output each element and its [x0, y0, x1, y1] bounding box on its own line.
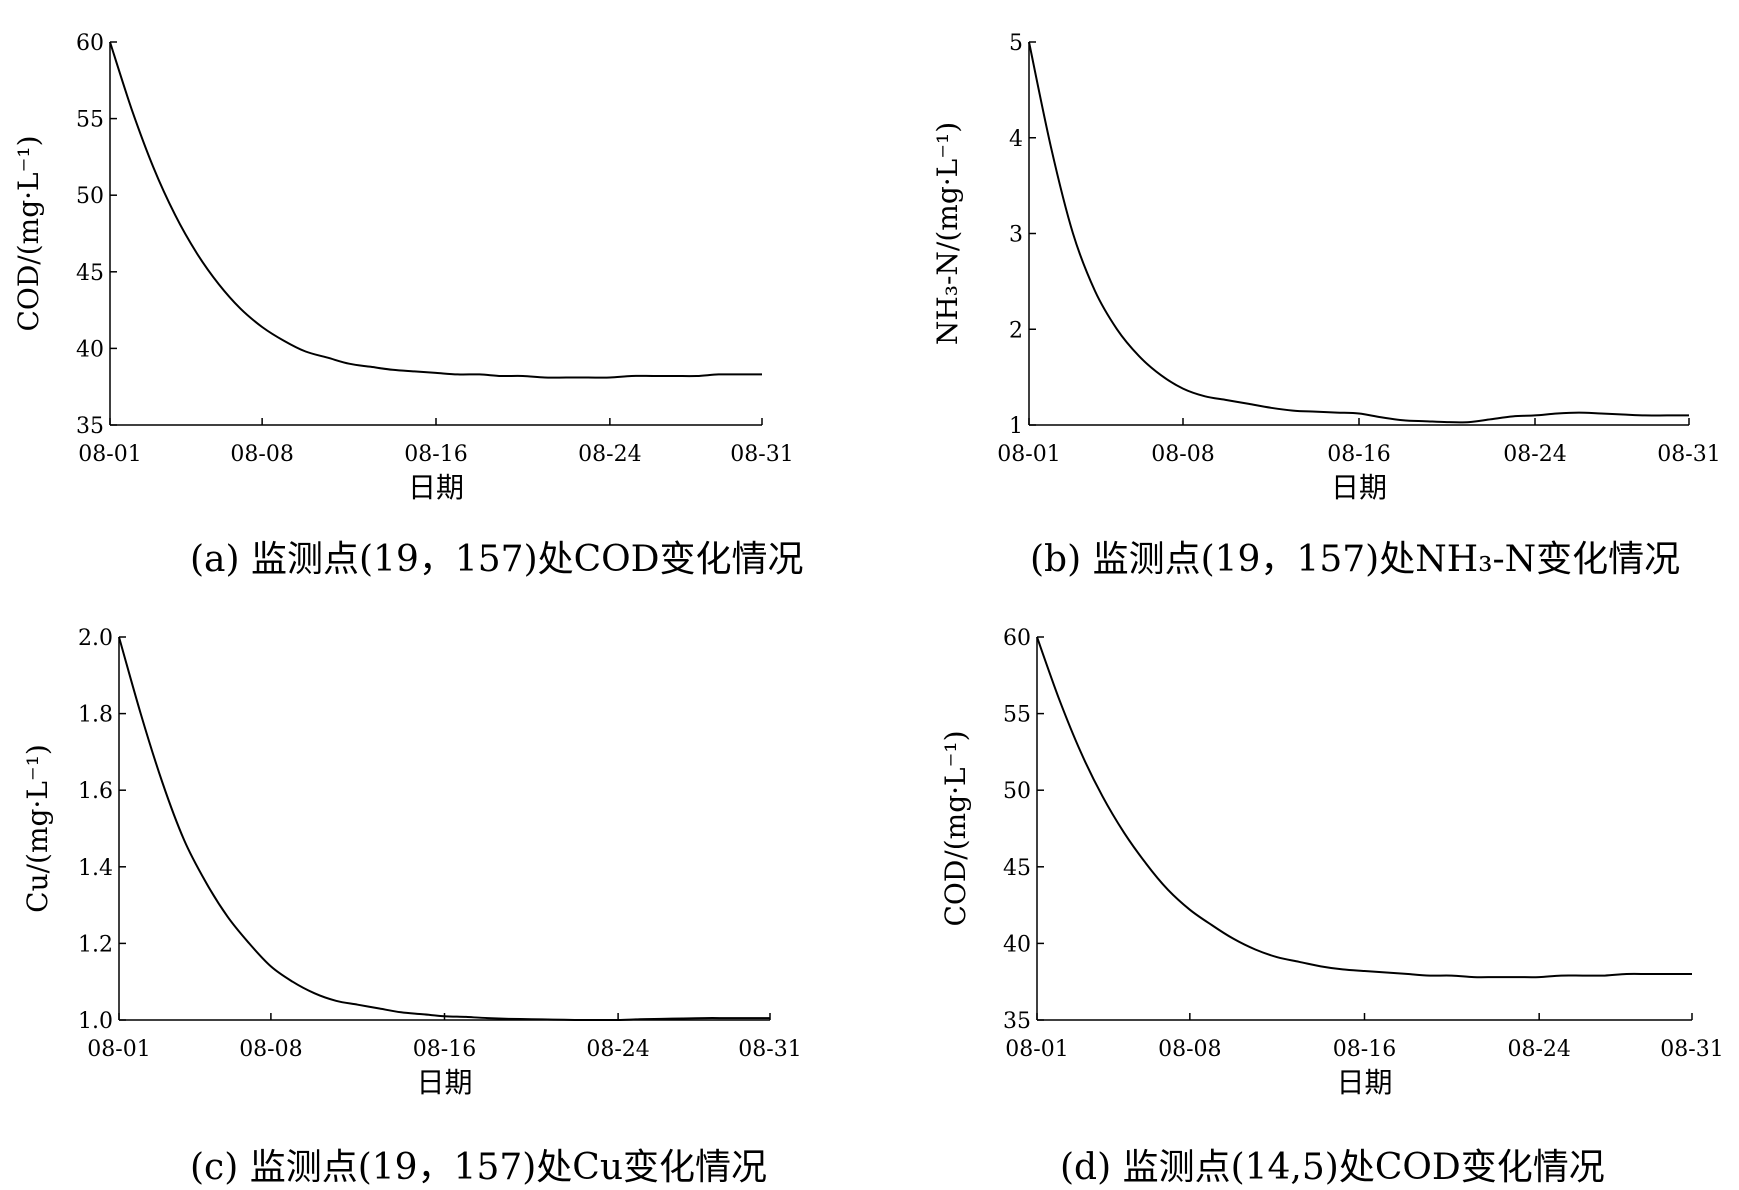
- x-tick-label: 08-16: [413, 1037, 476, 1062]
- x-axis-title: 日期: [408, 471, 464, 504]
- chart-panel-c: 1.0 1.2 1.4 1.6 1.8 2.0 08-01 08-08 08-16 08-24 08…: [21, 626, 802, 1099]
- x-axis-title: 日期: [1336, 1066, 1392, 1099]
- y-tick-label: 60: [1003, 626, 1031, 651]
- y-tick-label: 1.0: [78, 1009, 113, 1034]
- y-tick-label: 55: [76, 108, 104, 133]
- x-tick-label: 08-16: [1327, 442, 1390, 467]
- x-tick-label: 08-08: [1158, 1037, 1221, 1062]
- x-tick-label: 08-01: [997, 442, 1060, 467]
- y-tick-label: 55: [1003, 703, 1031, 728]
- x-tick-label: 08-31: [1660, 1037, 1723, 1062]
- x-axis-title: 日期: [1331, 471, 1387, 504]
- y-tick-label: 4: [1009, 127, 1023, 152]
- chart-panel-a: 35 40 45 50 55 60 08-01 08-08 08-16 08-24 08-31 日期 C…: [12, 31, 794, 504]
- caption-d: (d) 监测点(14,5)处COD变化情况: [1060, 1147, 1605, 1188]
- y-tick-label: 1: [1009, 414, 1023, 439]
- x-tick-label: 08-08: [239, 1037, 302, 1062]
- series-line: [118, 636, 770, 1022]
- y-tick-label: 45: [1003, 856, 1031, 881]
- series-line: [1028, 41, 1689, 424]
- x-tick-label: 08-16: [1333, 1037, 1396, 1062]
- chart-panel-d: 35 40 45 50 55 60 08-01 08-08 08-16 08-24 08-31 日期 C…: [939, 626, 1724, 1099]
- x-tick-label: 08-01: [78, 442, 141, 467]
- y-tick-label: 45: [76, 261, 104, 286]
- x-tick-label: 08-31: [738, 1037, 801, 1062]
- y-tick-label: 35: [1003, 1009, 1031, 1034]
- series-line: [1036, 636, 1692, 979]
- x-tick-label: 08-08: [1151, 442, 1214, 467]
- y-axis-title: NH₃-N/(mg·L⁻¹): [931, 122, 964, 345]
- y-tick-label: 1.2: [78, 932, 113, 957]
- x-tick-label: 08-31: [1657, 442, 1720, 467]
- y-tick-label: 1.6: [78, 779, 113, 804]
- y-tick-label: 35: [76, 414, 104, 439]
- y-tick-label: 2: [1009, 318, 1023, 343]
- x-tick-label: 08-24: [586, 1037, 649, 1062]
- x-tick-label: 08-24: [1503, 442, 1566, 467]
- caption-b: (b) 监测点(19，157)处NH₃-N变化情况: [1030, 539, 1681, 580]
- chart-panel-b: 1 2 3 4 5 08-01 08-08 08-16 08-24 08-31 日期 NH₃-N/(m…: [931, 31, 1721, 504]
- x-tick-label: 08-31: [730, 442, 793, 467]
- caption-c: (c) 监测点(19，157)处Cu变化情况: [190, 1147, 768, 1188]
- y-tick-label: 60: [76, 31, 104, 56]
- x-tick-label: 08-24: [1507, 1037, 1570, 1062]
- y-tick-label: 3: [1009, 223, 1023, 248]
- x-tick-label: 08-01: [1005, 1037, 1068, 1062]
- y-axis-title: COD/(mg·L⁻¹): [939, 730, 972, 926]
- y-tick-label: 2.0: [78, 626, 113, 651]
- y-tick-label: 1.8: [78, 703, 113, 728]
- y-tick-label: 50: [1003, 779, 1031, 804]
- series-line: [109, 41, 762, 379]
- x-tick-label: 08-08: [230, 442, 293, 467]
- y-tick-label: 50: [76, 184, 104, 209]
- x-tick-label: 08-01: [87, 1037, 150, 1062]
- x-tick-label: 08-24: [578, 442, 641, 467]
- y-tick-label: 1.4: [78, 856, 113, 881]
- caption-a: (a) 监测点(19，157)处COD变化情况: [190, 539, 804, 580]
- x-axis-title: 日期: [416, 1066, 472, 1099]
- x-tick-label: 08-16: [404, 442, 467, 467]
- y-tick-label: 40: [76, 337, 104, 362]
- y-axis-title: Cu/(mg·L⁻¹): [21, 744, 54, 913]
- y-axis-title: COD/(mg·L⁻¹): [12, 135, 45, 331]
- y-tick-label: 5: [1009, 31, 1023, 56]
- y-tick-label: 40: [1003, 932, 1031, 957]
